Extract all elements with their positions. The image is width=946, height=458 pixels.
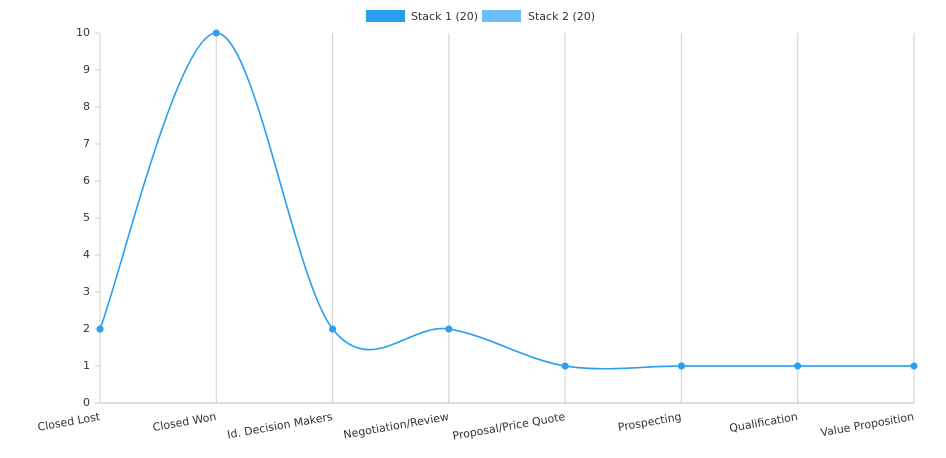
x-tick-label: Negotiation/Review [342, 410, 449, 441]
y-tick-label: 1 [83, 359, 90, 372]
y-tick-label: 3 [83, 285, 90, 298]
y-tick-label: 8 [83, 100, 90, 113]
data-point [561, 362, 569, 370]
x-tick-label: Qualification [728, 410, 799, 435]
legend-label: Stack 1 (20) [411, 10, 478, 23]
y-tick-label: 10 [76, 26, 90, 39]
series-line [99, 32, 914, 370]
y-tick-label: 4 [83, 248, 90, 261]
data-point [96, 325, 104, 333]
y-tick-label: 5 [83, 211, 90, 224]
data-point [212, 29, 220, 37]
data-point [910, 362, 918, 370]
data-point [445, 325, 453, 333]
data-point [794, 362, 802, 370]
x-tick-label: Closed Won [152, 410, 218, 434]
x-tick-label: Value Proposition [819, 410, 915, 439]
y-tick-label: 9 [83, 63, 90, 76]
data-point [329, 325, 337, 333]
series-line [99, 32, 914, 370]
legend-label: Stack 2 (20) [528, 10, 595, 23]
y-tick-label: 2 [83, 322, 90, 335]
x-tick-label: Id. Decision Makers [226, 410, 334, 441]
x-tick-label: Prospecting [617, 410, 683, 434]
legend-swatch [366, 10, 405, 22]
y-tick-label: 7 [83, 137, 90, 150]
data-point [677, 362, 685, 370]
y-tick-label: 0 [83, 396, 90, 409]
x-tick-label: Proposal/Price Quote [451, 410, 566, 443]
legend-swatch [482, 10, 521, 22]
x-tick-label: Closed Lost [37, 410, 102, 434]
y-tick-label: 6 [83, 174, 90, 187]
